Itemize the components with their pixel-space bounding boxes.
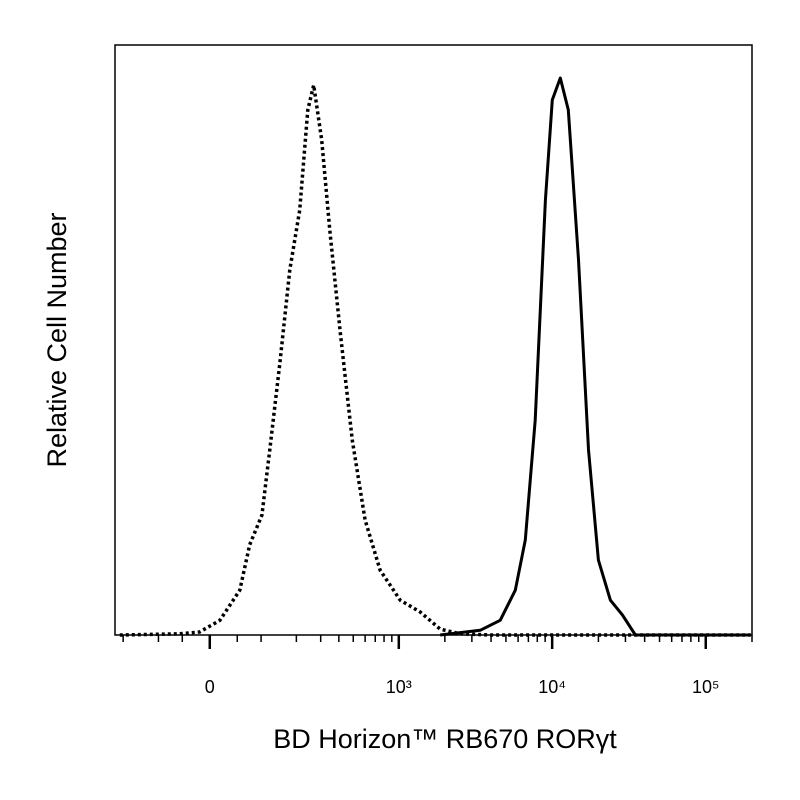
x-tick-label: 10³ (386, 677, 412, 697)
histogram-line (440, 76, 751, 637)
plot-frame (114, 44, 753, 636)
x-tick-label: 0 (205, 677, 215, 697)
x-tick-label: 10⁵ (692, 677, 719, 697)
histogram-line (119, 83, 751, 637)
x-tick-label: 10⁴ (538, 677, 566, 697)
y-axis-label: Relative Cell Number (42, 212, 72, 467)
x-axis-label: BD Horizon™ RB670 RORγt (273, 724, 617, 754)
